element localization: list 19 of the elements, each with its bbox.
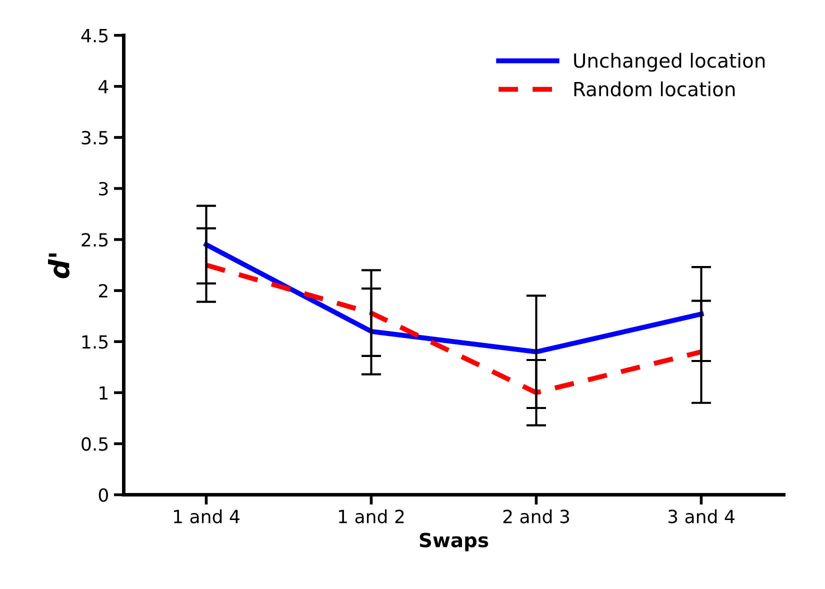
x-tick-label: 2 and 3 — [503, 509, 570, 524]
x-axis-title: Swaps — [420, 532, 488, 552]
y-tick-label: 3.5 — [82, 130, 108, 145]
y-tick-label: 1 — [100, 386, 108, 400]
line-series — [204, 242, 704, 354]
y-tick-label: 4 — [98, 80, 108, 94]
y-axis-title: d' — [48, 254, 70, 278]
legend-label: Random location — [574, 81, 735, 96]
y-tick-label: 3 — [99, 182, 108, 196]
x-tick-label: 3 and 4 — [668, 509, 734, 524]
y-tick-label: 4.5 — [81, 29, 108, 42]
y-tick-label: 2.5 — [82, 232, 108, 247]
y-tick-label: 1.5 — [82, 335, 108, 349]
y-tick-label: 0 — [98, 488, 108, 502]
y-tick-label: 2 — [99, 284, 108, 298]
x-tick-label: 1 and 4 — [174, 509, 240, 524]
y-tick-label: 0.5 — [82, 437, 108, 451]
x-tick-label: 1 and 2 — [339, 509, 404, 524]
legend-label: Unchanged location — [574, 52, 765, 72]
